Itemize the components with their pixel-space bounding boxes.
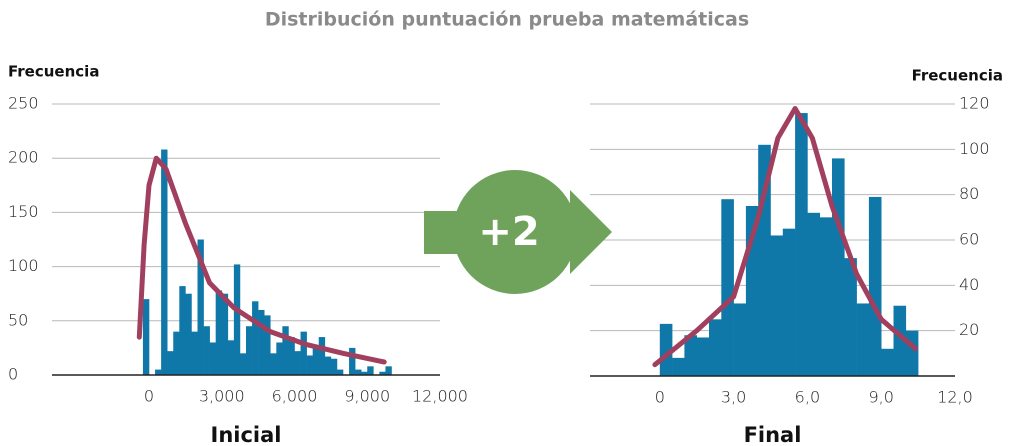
bar <box>179 286 186 375</box>
bar <box>167 351 174 375</box>
x-tick-label: 6,0 <box>795 388 820 407</box>
x-tick-label: 6,000 <box>272 387 318 406</box>
bar <box>770 235 784 376</box>
fit-curve <box>652 106 919 368</box>
annotation: +2 <box>478 209 539 255</box>
bar <box>856 303 870 376</box>
y-tick-label: 60 <box>959 230 979 249</box>
bar <box>385 366 392 375</box>
bar <box>258 309 265 375</box>
bar <box>819 217 833 376</box>
bar <box>355 369 362 375</box>
x-tick-label: 12,000 <box>412 387 468 406</box>
y-axis-label: Frecuencia <box>912 67 1003 85</box>
bar <box>709 319 722 376</box>
bar <box>318 337 326 375</box>
bar <box>905 330 919 376</box>
bar <box>367 366 374 375</box>
x-tick-label: 3,000 <box>199 387 245 406</box>
bar <box>161 149 168 375</box>
bar <box>832 158 845 376</box>
bar <box>306 355 313 375</box>
bar <box>209 342 216 375</box>
bar <box>155 369 162 375</box>
x-tick-label: 0 <box>144 387 154 406</box>
y-tick-label: 80 <box>959 184 979 203</box>
bar <box>336 369 344 375</box>
y-tick-label: 40 <box>959 275 979 294</box>
arrow-circle <box>453 170 577 294</box>
bar <box>868 196 882 376</box>
bar <box>246 326 253 375</box>
y-tick-label: 100 <box>8 256 39 275</box>
bar <box>233 264 241 375</box>
bar <box>239 353 247 375</box>
bar <box>684 335 697 376</box>
bar <box>142 299 150 375</box>
fit-curve <box>136 155 387 365</box>
bar <box>696 337 710 376</box>
bar <box>300 331 307 375</box>
y-axis-label: Frecuencia <box>8 63 99 81</box>
y-tick-label: 50 <box>8 310 28 329</box>
x-tick-label: 3,0 <box>721 388 746 407</box>
bar <box>659 323 673 376</box>
bar <box>173 331 180 375</box>
bar <box>881 348 894 376</box>
y-tick-label: 0 <box>8 365 18 384</box>
bar <box>379 371 386 375</box>
bar <box>312 347 320 375</box>
bar <box>721 199 734 376</box>
x-tick-label: 9,000 <box>344 387 390 406</box>
bar <box>795 113 808 377</box>
x-axis-label: Inicial <box>211 423 282 446</box>
bar <box>215 290 223 375</box>
bar <box>844 258 857 376</box>
bar <box>264 315 271 375</box>
bar <box>282 326 289 375</box>
x-tick-label: 0 <box>655 388 665 407</box>
y-tick-label: 250 <box>8 94 39 113</box>
arrow-head <box>570 190 612 274</box>
bar <box>185 293 192 375</box>
bar <box>221 293 229 375</box>
x-axis-label: Final <box>744 423 802 446</box>
bar <box>191 331 198 375</box>
bar <box>733 303 747 376</box>
bar <box>324 356 332 375</box>
y-tick-label: 100 <box>959 139 990 158</box>
bar <box>294 351 301 375</box>
bar <box>227 340 235 375</box>
bar <box>349 347 356 375</box>
y-tick-label: 200 <box>8 148 39 167</box>
bar <box>782 228 796 376</box>
bar <box>197 239 204 375</box>
y-tick-label: 120 <box>959 94 990 113</box>
bar <box>252 301 259 375</box>
bar <box>270 353 277 375</box>
transition-arrow: +2 <box>424 170 612 294</box>
y-tick-label: 20 <box>959 320 979 339</box>
bar <box>203 326 210 375</box>
bar <box>330 358 338 375</box>
bar <box>672 357 685 376</box>
bar <box>893 305 907 376</box>
bar <box>276 342 283 375</box>
bar <box>361 371 368 375</box>
y-tick-label: 150 <box>8 202 39 221</box>
bar <box>288 337 295 375</box>
bar <box>807 212 820 376</box>
x-tick-label: 9,0 <box>868 388 893 407</box>
chart-title: Distribución puntuación prueba matemátic… <box>265 9 749 31</box>
x-tick-label: 12,0 <box>937 388 973 407</box>
